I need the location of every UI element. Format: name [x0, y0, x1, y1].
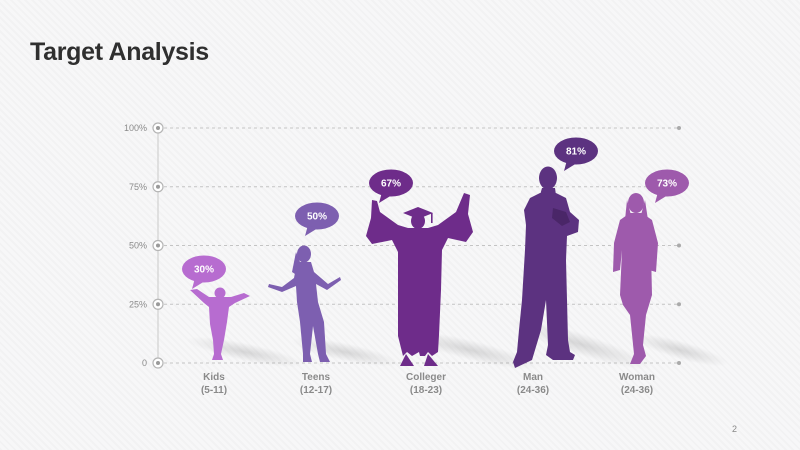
- colleger-category-label: Colleger (18-23): [406, 372, 446, 396]
- kids-figure: [190, 287, 250, 360]
- gridline-end-dot: [677, 302, 681, 307]
- kids-value-bubble: 30%: [182, 255, 226, 289]
- colleger-value-bubble: 67%: [369, 169, 413, 203]
- gridline-end-dot: [677, 126, 681, 130]
- woman-figure: [613, 193, 658, 364]
- man-value-label: 81%: [566, 147, 586, 158]
- y-tick-dot: [156, 302, 160, 307]
- woman-value-bubble: 73%: [645, 169, 689, 203]
- y-tick-label: 25%: [129, 299, 147, 309]
- category-name: Teens: [302, 372, 331, 383]
- grid-layer: 0 25% 50% 75% 100%: [124, 122, 681, 369]
- bubbles-layer: 30% 50% 67% 81% 73%: [182, 137, 689, 289]
- teens-value-label: 50%: [307, 212, 327, 223]
- slide-title: Target Analysis: [30, 38, 209, 66]
- teens-figure: [268, 245, 341, 362]
- woman-value-label: 73%: [657, 179, 677, 190]
- figures-layer: [190, 166, 658, 368]
- y-tick-dot: [156, 184, 160, 189]
- man-value-bubble: 81%: [554, 137, 598, 171]
- category-range: (12-17): [300, 385, 332, 396]
- colleger-figure: [366, 193, 473, 366]
- y-tick-dot: [156, 243, 160, 248]
- y-tick-dot: [156, 126, 160, 130]
- y-tick-label: 0: [142, 358, 147, 368]
- category-range: (5-11): [201, 385, 227, 396]
- gridline-end-dot: [677, 361, 681, 365]
- category-labels: Kids (5-11) Teens (12-17) Colleger (18-23) Man…: [201, 372, 655, 396]
- colleger-value-label: 67%: [381, 179, 401, 190]
- y-tick-label: 50%: [129, 241, 147, 251]
- category-name: Man: [523, 372, 543, 383]
- category-name: Colleger: [406, 372, 446, 383]
- gridline-end-dot: [677, 243, 681, 248]
- teens-value-bubble: 50%: [295, 202, 339, 236]
- y-tick-label: 100%: [124, 123, 147, 133]
- y-tick-label: 75%: [129, 182, 147, 192]
- woman-category-label: Woman (24-36): [619, 372, 655, 396]
- category-range: (24-36): [517, 385, 549, 396]
- teens-category-label: Teens (12-17): [300, 372, 332, 396]
- category-range: (18-23): [410, 385, 442, 396]
- page-number: 2: [732, 424, 738, 434]
- category-name: Woman: [619, 372, 655, 383]
- man-figure: [513, 166, 579, 368]
- category-range: (24-36): [621, 385, 653, 396]
- category-name: Kids: [203, 372, 225, 383]
- floor-shadows: [186, 318, 729, 370]
- y-tick-dot: [156, 361, 160, 365]
- man-category-label: Man (24-36): [517, 372, 549, 396]
- kids-value-label: 30%: [194, 265, 214, 276]
- kids-category-label: Kids (5-11): [201, 372, 227, 396]
